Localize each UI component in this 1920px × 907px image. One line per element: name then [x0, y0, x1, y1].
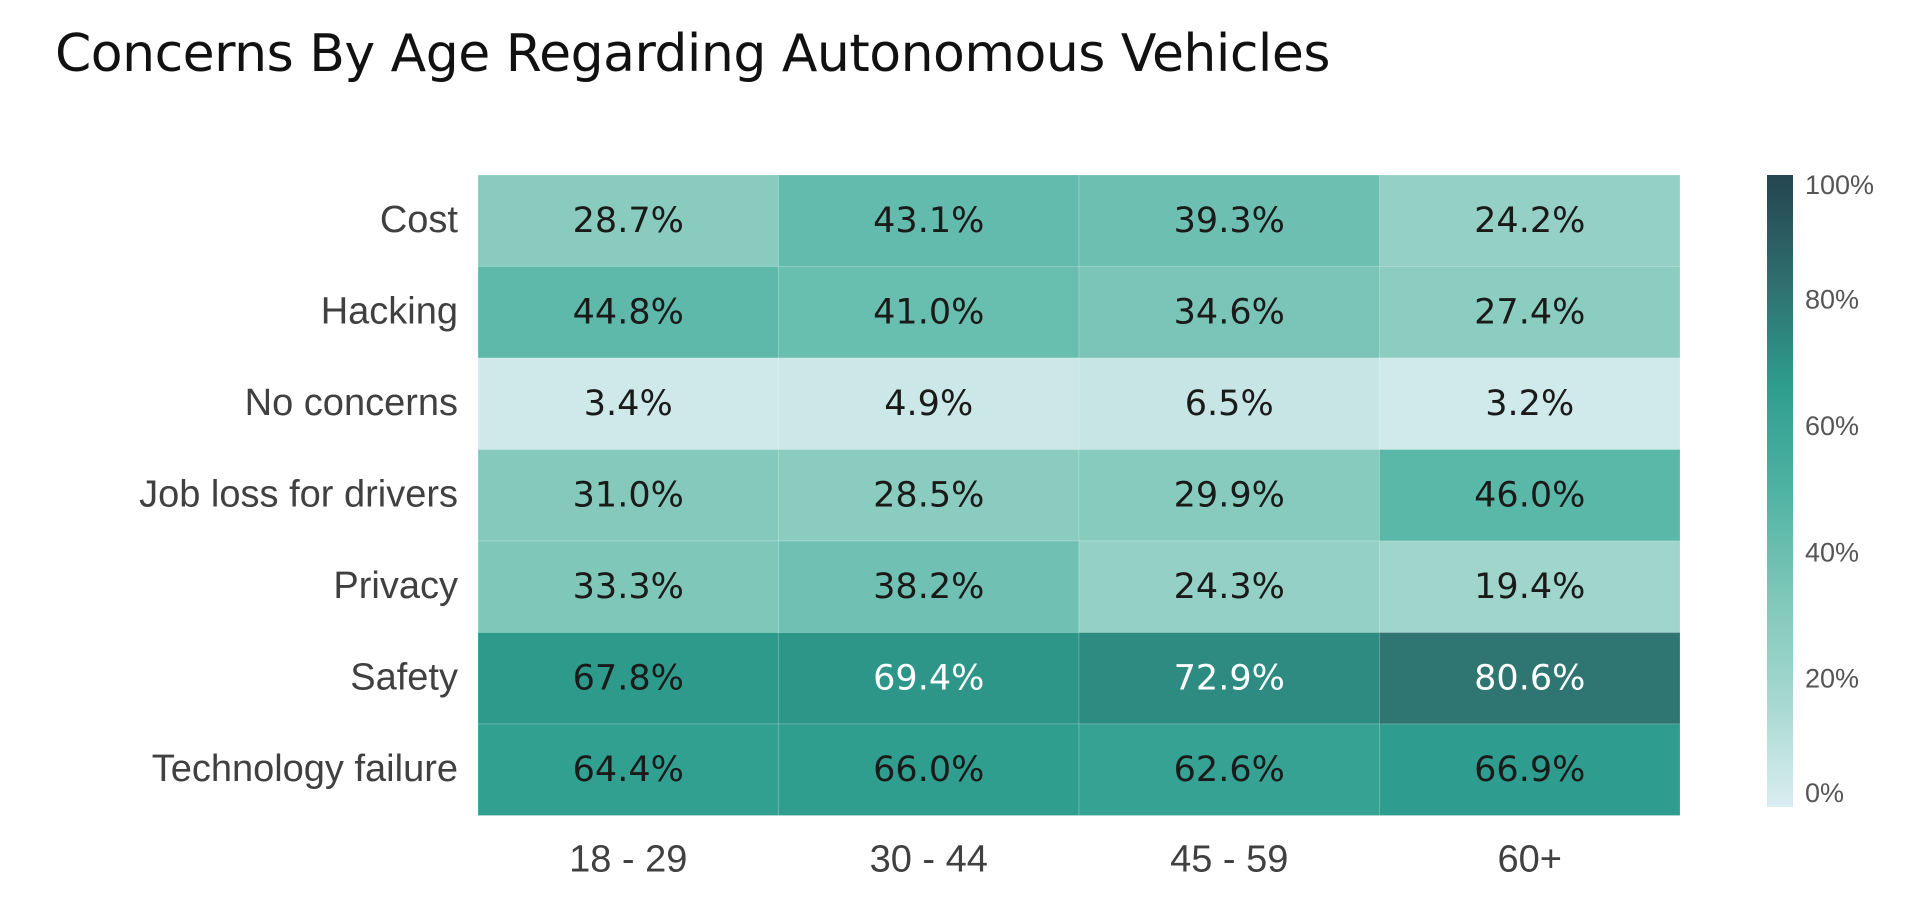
colorbar-tick-label: 60%	[1805, 411, 1859, 441]
cell-value-label: 24.3%	[1174, 567, 1285, 607]
heatmap-cell-cost-30-44	[778, 174, 1080, 267]
heatmap-cell-hacking-60	[1379, 266, 1681, 359]
colorbar: 0% 20% 40% 60% 80% 100%	[1767, 170, 1874, 808]
heatmap-cell-job-loss-for-drivers-30-44	[778, 449, 1080, 542]
row-label-technology-failure: Technology failure	[152, 748, 458, 790]
colorbar-tick-label: 20%	[1805, 664, 1859, 694]
heatmap-cell-technology-failure-30-44	[778, 723, 1080, 816]
heatmap-cell-technology-failure-60	[1379, 723, 1681, 816]
cell-value-label: 66.9%	[1474, 750, 1585, 790]
cell-value-label: 34.6%	[1174, 292, 1285, 332]
cell-value-label: 44.8%	[573, 292, 684, 332]
heatmap-cell-job-loss-for-drivers-45-59	[1078, 449, 1380, 542]
cell-value-label: 19.4%	[1474, 567, 1585, 607]
colorbar-tick-label: 100%	[1805, 170, 1874, 200]
cell-value-label: 24.2%	[1474, 201, 1585, 241]
cell-value-label: 29.9%	[1174, 475, 1285, 515]
colorbar-tick-label: 0%	[1805, 778, 1844, 808]
column-label-45-59: 45 - 59	[1170, 839, 1288, 881]
cell-value-label: 28.7%	[573, 201, 684, 241]
heatmap-cell-technology-failure-18-29	[477, 723, 779, 816]
cell-value-label: 33.3%	[573, 567, 684, 607]
row-label-job-loss-for-drivers: Job loss for drivers	[139, 473, 458, 515]
heatmap-cell-no-concerns-60	[1379, 357, 1681, 450]
cell-value-label: 46.0%	[1474, 475, 1585, 515]
heatmap-cells: 28.7% 43.1% 39.3% 24.2% 44.8% 41.0% 34.6% 27.4%…	[477, 174, 1681, 816]
cell-value-label: 69.4%	[873, 658, 984, 698]
heatmap-cell-safety-30-44	[778, 632, 1080, 725]
cell-value-label: 6.5%	[1185, 384, 1274, 424]
cell-value-label: 38.2%	[873, 567, 984, 607]
colorbar-tick-label: 80%	[1805, 285, 1859, 315]
cell-value-label: 41.0%	[873, 292, 984, 332]
row-label-no-concerns: No concerns	[245, 382, 458, 424]
colorbar-gradient	[1767, 175, 1793, 807]
cell-value-label: 39.3%	[1174, 201, 1285, 241]
heatmap-cell-cost-60	[1379, 174, 1681, 267]
cell-value-label: 31.0%	[573, 475, 684, 515]
cell-value-label: 3.2%	[1485, 384, 1574, 424]
heatmap-cell-safety-18-29	[477, 632, 779, 725]
cell-value-label: 80.6%	[1474, 658, 1585, 698]
heatmap-cell-safety-45-59	[1078, 632, 1380, 725]
cell-value-label: 64.4%	[573, 750, 684, 790]
cell-value-label: 27.4%	[1474, 292, 1585, 332]
heatmap-cell-no-concerns-30-44	[778, 357, 1080, 450]
row-label-safety: Safety	[350, 656, 458, 698]
heatmap-cell-job-loss-for-drivers-60	[1379, 449, 1681, 542]
heatmap-cell-cost-45-59	[1078, 174, 1380, 267]
cell-value-label: 28.5%	[873, 475, 984, 515]
row-labels: Cost Hacking No concerns Job loss for drive…	[139, 199, 458, 790]
cell-value-label: 72.9%	[1174, 658, 1285, 698]
heatmap-cell-cost-18-29	[477, 174, 779, 267]
colorbar-tick-label: 40%	[1805, 537, 1859, 567]
cell-value-label: 43.1%	[873, 201, 984, 241]
chart-title: Concerns By Age Regarding Autonomous Veh…	[55, 24, 1330, 84]
column-label-30-44: 30 - 44	[870, 839, 988, 881]
row-label-cost: Cost	[380, 199, 459, 241]
heatmap-cell-privacy-30-44	[778, 540, 1080, 633]
column-label-18-29: 18 - 29	[569, 839, 687, 881]
cell-value-label: 67.8%	[573, 658, 684, 698]
heatmap-cell-no-concerns-18-29	[477, 357, 779, 450]
heatmap-cell-privacy-45-59	[1078, 540, 1380, 633]
column-labels: 18 - 29 30 - 44 45 - 59 60+	[569, 839, 1562, 881]
column-label-60: 60+	[1498, 839, 1562, 881]
heatmap-cell-hacking-45-59	[1078, 266, 1380, 359]
heatmap-cell-privacy-60	[1379, 540, 1681, 633]
cell-value-label: 3.4%	[584, 384, 673, 424]
cell-value-label: 4.9%	[884, 384, 973, 424]
row-label-hacking: Hacking	[321, 290, 458, 332]
cell-value-label: 66.0%	[873, 750, 984, 790]
row-label-privacy: Privacy	[333, 565, 458, 607]
heatmap-cell-safety-60	[1379, 632, 1681, 725]
cell-value-label: 62.6%	[1174, 750, 1285, 790]
heatmap-cell-privacy-18-29	[477, 540, 779, 633]
heatmap-cell-job-loss-for-drivers-18-29	[477, 449, 779, 542]
